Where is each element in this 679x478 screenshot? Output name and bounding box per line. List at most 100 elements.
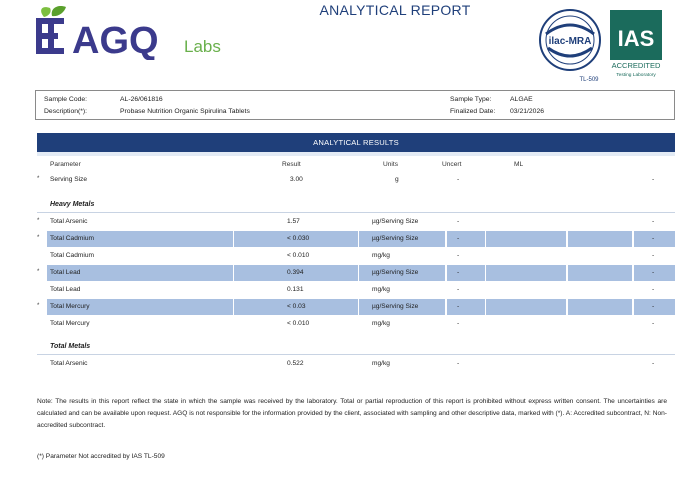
row-last: - — [652, 176, 655, 183]
row-result: 0.394 — [287, 269, 304, 276]
ilac-text: ilac-MRA — [549, 36, 592, 47]
row-last: - — [652, 303, 655, 310]
logo-brand: AGQ — [72, 20, 159, 60]
row-units: mg/kg — [372, 320, 390, 327]
row-uncert: - — [457, 218, 460, 225]
row-parameter: Total Arsenic — [50, 360, 88, 367]
highlight-cell — [234, 231, 358, 247]
row-uncert: - — [457, 286, 460, 293]
col-result: Result — [282, 161, 301, 168]
row-uncert: - — [457, 303, 460, 310]
result-row: Total Arsenic 0.522 mg/kg - - — [37, 356, 675, 372]
row-bullet: * — [37, 269, 40, 275]
row-parameter: Total Lead — [50, 269, 81, 276]
sample-code-label: Sample Code: — [44, 96, 88, 103]
highlight-cell — [359, 231, 445, 247]
description-label: Description(*): — [44, 108, 88, 115]
highlight-cell — [486, 231, 566, 247]
row-parameter: Total Cadmium — [50, 235, 94, 242]
col-uncert: Uncert — [442, 161, 462, 168]
highlight-cell — [486, 299, 566, 315]
highlight-cell — [568, 265, 632, 281]
row-units: mg/kg — [372, 286, 390, 293]
highlight-cell — [47, 231, 233, 247]
row-uncert: - — [457, 360, 460, 367]
row-units: µg/Serving Size — [372, 303, 419, 310]
row-last: - — [652, 360, 655, 367]
row-result: 0.522 — [287, 360, 304, 367]
footnote: (*) Parameter Not accredited by IAS TL-5… — [37, 453, 165, 460]
highlight-cell — [47, 299, 233, 315]
highlight-cell — [634, 231, 675, 247]
row-result: < 0.03 — [287, 303, 306, 310]
agq-labs-logo: AGQ Labs — [36, 6, 221, 60]
row-result: < 0.010 — [287, 252, 310, 259]
row-bullet: * — [37, 218, 40, 224]
heavy-metals-title: Heavy Metals — [50, 201, 95, 208]
highlight-cell — [47, 265, 233, 281]
serving-size-row: * Serving Size 3.00 g - - — [37, 172, 675, 188]
row-units: µg/Serving Size — [372, 269, 419, 276]
row-parameter: Total Lead — [50, 286, 81, 293]
highlight-cell — [447, 231, 485, 247]
finalized-label: Finalized Date: — [450, 108, 496, 115]
row-bullet: * — [37, 176, 40, 182]
ias-line2: Testing Laboratory — [616, 72, 656, 78]
highlight-cell — [234, 265, 358, 281]
row-bullet: * — [37, 303, 40, 309]
ias-text: IAS — [618, 26, 655, 51]
logo-sub: Labs — [184, 37, 221, 56]
ilac-mra-seal: ilac-MRA TL-509 — [539, 9, 601, 83]
highlight-cell — [447, 299, 485, 315]
highlight-cell — [634, 299, 675, 315]
result-row: * Total Arsenic 1.57 µg/Serving Size - - — [37, 214, 675, 230]
row-bullet: * — [37, 235, 40, 241]
sample-code-value: AL-26/061816 — [120, 96, 163, 103]
highlight-cell — [234, 299, 358, 315]
row-parameter: Serving Size — [50, 176, 88, 183]
section-divider — [37, 212, 675, 213]
sample-type-value: ALGAE — [510, 96, 533, 103]
row-units: µg/Serving Size — [372, 218, 419, 225]
row-last: - — [652, 218, 655, 225]
row-result: 1.57 — [287, 218, 300, 225]
highlight-cell — [359, 299, 445, 315]
ias-accredited-seal: IAS ACCREDITED Testing Laboratory — [610, 10, 662, 78]
row-units: g — [395, 176, 399, 183]
highlight-cell — [359, 265, 445, 281]
result-row: Total Lead 0.131 mg/kg - - — [37, 282, 675, 298]
row-last: - — [652, 286, 655, 293]
report-title: ANALYTICAL REPORT — [319, 2, 471, 18]
results-header-bar — [37, 152, 675, 156]
row-result: < 0.030 — [287, 235, 310, 242]
finalized-value: 03/21/2026 — [510, 108, 545, 115]
row-last: - — [652, 235, 655, 242]
result-row: * Total Lead 0.394 µg/Serving Size - - — [37, 265, 675, 281]
description-value: Probase Nutrition Organic Spirulina Tabl… — [120, 108, 250, 115]
row-parameter: Total Mercury — [50, 303, 90, 310]
col-ml: ML — [514, 161, 524, 168]
result-row: Total Mercury < 0.010 mg/kg - - — [37, 316, 675, 332]
sample-type-label: Sample Type: — [450, 96, 492, 103]
total-metals-title: Total Metals — [50, 343, 91, 350]
row-parameter: Total Arsenic — [50, 218, 88, 225]
ias-line1: ACCREDITED — [612, 61, 661, 70]
result-row: * Total Mercury < 0.03 µg/Serving Size - - — [37, 299, 675, 315]
row-result: 3.00 — [290, 176, 303, 183]
ilac-code: TL-509 — [579, 77, 599, 83]
row-last: - — [652, 252, 655, 259]
report-note: Note: The results in this report reflect… — [37, 398, 667, 430]
section-divider — [37, 354, 675, 355]
row-uncert: - — [457, 176, 460, 183]
row-uncert: - — [457, 269, 460, 276]
result-row: * Total Cadmium < 0.030 µg/Serving Size - - — [37, 231, 675, 247]
row-uncert: - — [457, 235, 460, 242]
row-uncert: - — [457, 252, 460, 259]
row-units: mg/kg — [372, 252, 390, 259]
row-last: - — [652, 320, 655, 327]
highlight-cell — [568, 231, 632, 247]
highlight-cell — [486, 265, 566, 281]
analytical-results-header: ANALYTICAL RESULTS — [37, 133, 675, 152]
row-result: < 0.010 — [287, 320, 310, 327]
